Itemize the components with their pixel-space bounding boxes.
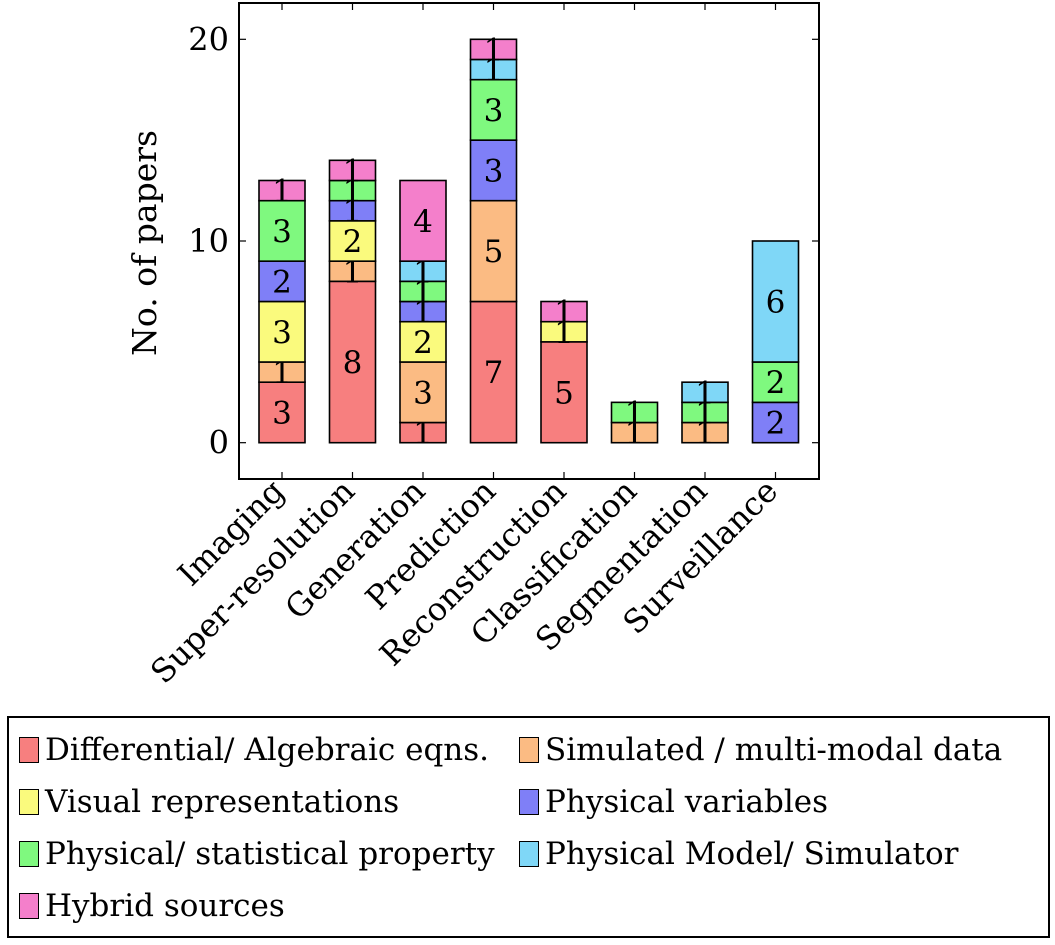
bar-value-label: 1 <box>695 395 715 431</box>
bar-value-label: 6 <box>766 285 786 321</box>
bar-value-label: 1 <box>695 416 715 452</box>
plot-frame <box>238 2 820 480</box>
legend-label: Hybrid sources <box>45 888 285 924</box>
y-axis-label: No. of papers <box>125 130 164 356</box>
bar-value-label: 4 <box>413 204 433 240</box>
bar-value-label: 1 <box>413 295 433 331</box>
bar-reconstruction-differential-algebraic-eqns <box>540 341 588 444</box>
bar-value-label: 1 <box>625 395 645 431</box>
bar-value-label: 5 <box>484 234 504 270</box>
bar-value-label: 1 <box>343 194 363 230</box>
bar-value-label: 1 <box>484 32 504 68</box>
bar-value-label: 2 <box>766 365 786 401</box>
bar-value-label: 1 <box>343 254 363 290</box>
bar-value-label: 2 <box>766 406 786 442</box>
bar-segmentation-physical-model-simulator <box>681 381 729 404</box>
bar-prediction-hybrid-sources <box>469 38 518 61</box>
legend-label: Simulated / multi-modal data <box>545 732 1003 768</box>
bar-prediction-simulated-multi-modal-data <box>469 199 518 303</box>
legend-label: Physical/ statistical property <box>45 836 495 872</box>
bar-value-label: 1 <box>413 254 433 290</box>
legend-swatch <box>519 789 539 815</box>
bar-super-resolution-hybrid-sources <box>328 159 377 182</box>
legend-swatch <box>19 737 39 763</box>
bar-value-label: 1 <box>343 174 363 210</box>
legend-item-visual-representations: Visual representations <box>19 780 399 824</box>
bar-value-label: 7 <box>484 355 504 391</box>
bar-value-label: 1 <box>625 416 645 452</box>
bar-imaging-visual-representations <box>258 300 306 363</box>
bar-value-label: 2 <box>272 264 292 300</box>
bar-value-label: 3 <box>272 395 292 431</box>
bar-imaging-physical-variables <box>258 260 306 303</box>
bar-surveillance-physical-model-simulator <box>751 240 800 363</box>
bar-imaging-hybrid-sources <box>258 179 306 202</box>
legend-swatch <box>519 841 539 867</box>
bar-value-label: 8 <box>343 345 363 381</box>
legend-label: Physical variables <box>545 784 828 820</box>
y-tick-label: 0 <box>209 424 229 462</box>
bar-imaging-physical-statistical-property <box>258 199 306 262</box>
legend-item-hybrid-sources: Hybrid sources <box>19 884 285 928</box>
bar-value-label: 1 <box>484 53 504 89</box>
bar-value-label: 2 <box>413 325 433 361</box>
bar-value-label: 1 <box>554 315 574 351</box>
bar-reconstruction-hybrid-sources <box>540 300 588 323</box>
bar-value-label: 5 <box>554 375 574 411</box>
bar-classification-physical-statistical-property <box>610 401 659 424</box>
legend-swatch <box>519 737 539 763</box>
bar-generation-hybrid-sources <box>399 179 447 262</box>
bar-value-label: 3 <box>484 153 504 189</box>
bar-value-label: 3 <box>413 375 433 411</box>
legend-item-physical-statistical-property: Physical/ statistical property <box>19 832 495 876</box>
y-tick-label: 20 <box>188 20 229 58</box>
bar-value-label: 1 <box>272 174 292 210</box>
bar-value-label: 3 <box>272 214 292 250</box>
y-tick-label: 10 <box>188 222 229 260</box>
legend-swatch <box>19 841 39 867</box>
legend: Differential/ Algebraic eqns. Simulated /… <box>7 716 1050 938</box>
legend-item-differential-algebraic-eqns: Differential/ Algebraic eqns. <box>19 728 489 772</box>
bar-surveillance-physical-variables <box>751 401 800 444</box>
bar-value-label: 1 <box>413 274 433 310</box>
bar-value-label: 1 <box>272 355 292 391</box>
legend-item-simulated-multi-modal-data: Simulated / multi-modal data <box>519 728 1002 772</box>
legend-swatch <box>19 789 39 815</box>
legend-label: Physical Model/ Simulator <box>545 836 959 872</box>
legend-label: Visual representations <box>45 784 400 820</box>
legend-swatch <box>19 893 39 919</box>
legend-item-physical-model-simulator: Physical Model/ Simulator <box>519 832 958 876</box>
legend-item-physical-variables: Physical variables <box>519 780 828 824</box>
bar-value-label: 1 <box>343 153 363 189</box>
bar-value-label: 3 <box>484 93 504 129</box>
bar-value-label: 1 <box>413 416 433 452</box>
bar-generation-simulated-multi-modal-data <box>399 361 447 424</box>
legend-label: Differential/ Algebraic eqns. <box>45 732 490 768</box>
bar-value-label: 1 <box>695 375 715 411</box>
bar-surveillance-physical-statistical-property <box>751 361 800 404</box>
bar-value-label: 3 <box>272 315 292 351</box>
bar-super-resolution-visual-representations <box>328 220 377 262</box>
bar-value-label: 1 <box>554 295 574 331</box>
bar-value-label: 2 <box>343 224 363 260</box>
